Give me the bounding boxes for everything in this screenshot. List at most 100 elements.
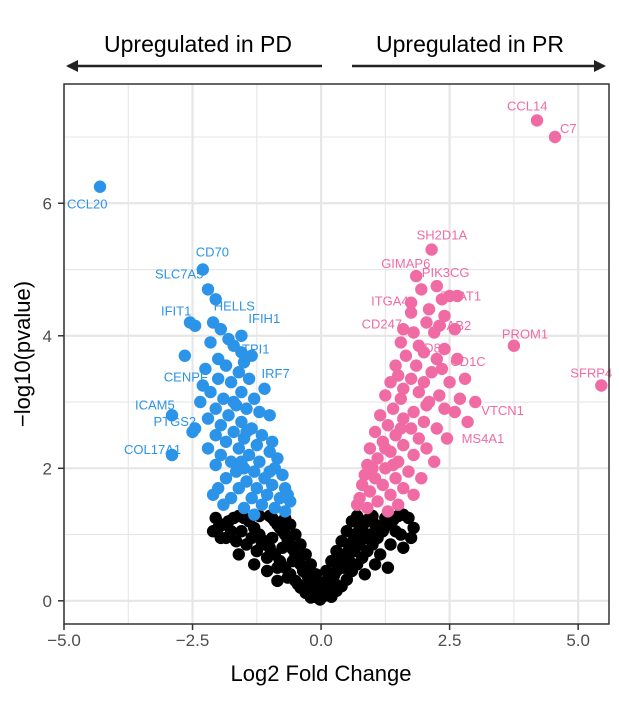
data-point — [199, 362, 212, 376]
data-point — [209, 458, 222, 472]
data-point — [219, 472, 233, 485]
data-point — [263, 409, 276, 422]
data-point — [232, 482, 245, 495]
data-point — [363, 528, 377, 541]
data-point — [258, 382, 271, 395]
data-point — [188, 319, 202, 332]
gene-labels: CCL20 CD70 SLC7A5 HELLS IFIT1 IFIH1 TPI1 IRF7 CE… — [67, 98, 612, 457]
data-point — [214, 448, 227, 462]
data-point — [227, 425, 240, 439]
data-point — [253, 405, 266, 419]
left-arrow-label: Upregulated in PD — [104, 31, 292, 57]
data-point — [266, 531, 279, 545]
data-point — [260, 551, 274, 564]
data-point — [201, 442, 215, 455]
gene-label-ptgs2: PTGS2 — [154, 414, 197, 429]
data-point — [253, 455, 266, 468]
data-point — [212, 372, 225, 385]
data-point — [451, 289, 464, 303]
data-point — [217, 392, 230, 405]
data-point — [263, 465, 276, 478]
data-point — [384, 488, 397, 501]
data-point — [248, 508, 261, 521]
right-arrow-label: Upregulated in PR — [376, 31, 564, 57]
data-point — [204, 385, 217, 399]
data-point — [224, 525, 238, 538]
data-point — [435, 362, 449, 376]
data-point — [237, 501, 251, 515]
data-point — [201, 412, 215, 425]
data-point — [548, 130, 562, 144]
data-point — [407, 326, 420, 339]
data-point — [255, 538, 269, 551]
data-point — [461, 415, 474, 429]
data-point — [235, 329, 248, 342]
y-tick-label: 6 — [43, 194, 52, 213]
gene-label-cd1c: CD1C — [450, 354, 485, 369]
data-point — [178, 349, 191, 362]
gene-label-pik3cg: PIK3CG — [422, 265, 470, 280]
data-point — [268, 501, 281, 515]
data-point — [330, 544, 343, 558]
data-point — [404, 296, 418, 309]
data-point — [209, 402, 222, 415]
data-point — [248, 558, 261, 571]
data-point — [350, 498, 364, 511]
data-point — [507, 339, 521, 352]
data-point — [329, 581, 342, 594]
data-point — [320, 564, 333, 578]
gene-label-ccl14: CCL14 — [507, 98, 547, 113]
data-point — [217, 498, 230, 511]
data-point — [219, 435, 233, 448]
data-point — [286, 554, 299, 568]
data-point — [430, 279, 443, 293]
data-point — [276, 468, 289, 482]
data-point — [209, 429, 222, 442]
data-point — [266, 435, 279, 448]
data-point — [417, 376, 431, 389]
data-point — [371, 452, 384, 465]
data-point — [240, 402, 253, 415]
data-point — [340, 525, 353, 538]
x-axis-title: Log2 Fold Change — [230, 661, 411, 686]
data-point — [245, 491, 258, 505]
data-point — [374, 548, 387, 561]
data-point — [381, 561, 395, 574]
data-point — [368, 558, 382, 571]
data-point — [235, 455, 248, 468]
data-point — [165, 448, 179, 462]
data-point — [389, 359, 402, 372]
data-point — [245, 349, 258, 362]
gene-label-cd84: CD84 — [415, 341, 448, 356]
data-point — [384, 515, 397, 528]
data-point — [448, 323, 461, 336]
data-point — [250, 438, 263, 452]
data-point — [415, 283, 428, 296]
data-point — [235, 525, 248, 538]
data-point — [417, 346, 431, 359]
data-point — [379, 442, 392, 455]
data-point — [232, 548, 245, 561]
plot-panel-border — [63, 83, 610, 625]
data-point — [384, 376, 397, 389]
data-point — [404, 372, 418, 385]
gene-label-sh2d1a: SH2D1A — [417, 228, 468, 243]
data-point — [420, 442, 433, 455]
data-point — [222, 409, 235, 422]
data-point — [335, 535, 348, 548]
data-point — [209, 293, 222, 306]
data-point — [392, 498, 405, 511]
data-point — [397, 412, 410, 425]
data-point — [438, 402, 451, 415]
data-point — [196, 263, 209, 276]
x-tick-label: 0.0 — [309, 631, 333, 650]
data-point — [407, 448, 420, 462]
data-point — [458, 372, 472, 385]
data-point — [368, 425, 382, 439]
data-point — [361, 501, 374, 515]
data-point — [260, 488, 274, 501]
data-point — [235, 346, 248, 359]
data-point — [266, 478, 279, 492]
data-point — [235, 415, 248, 429]
data-point — [278, 505, 292, 518]
